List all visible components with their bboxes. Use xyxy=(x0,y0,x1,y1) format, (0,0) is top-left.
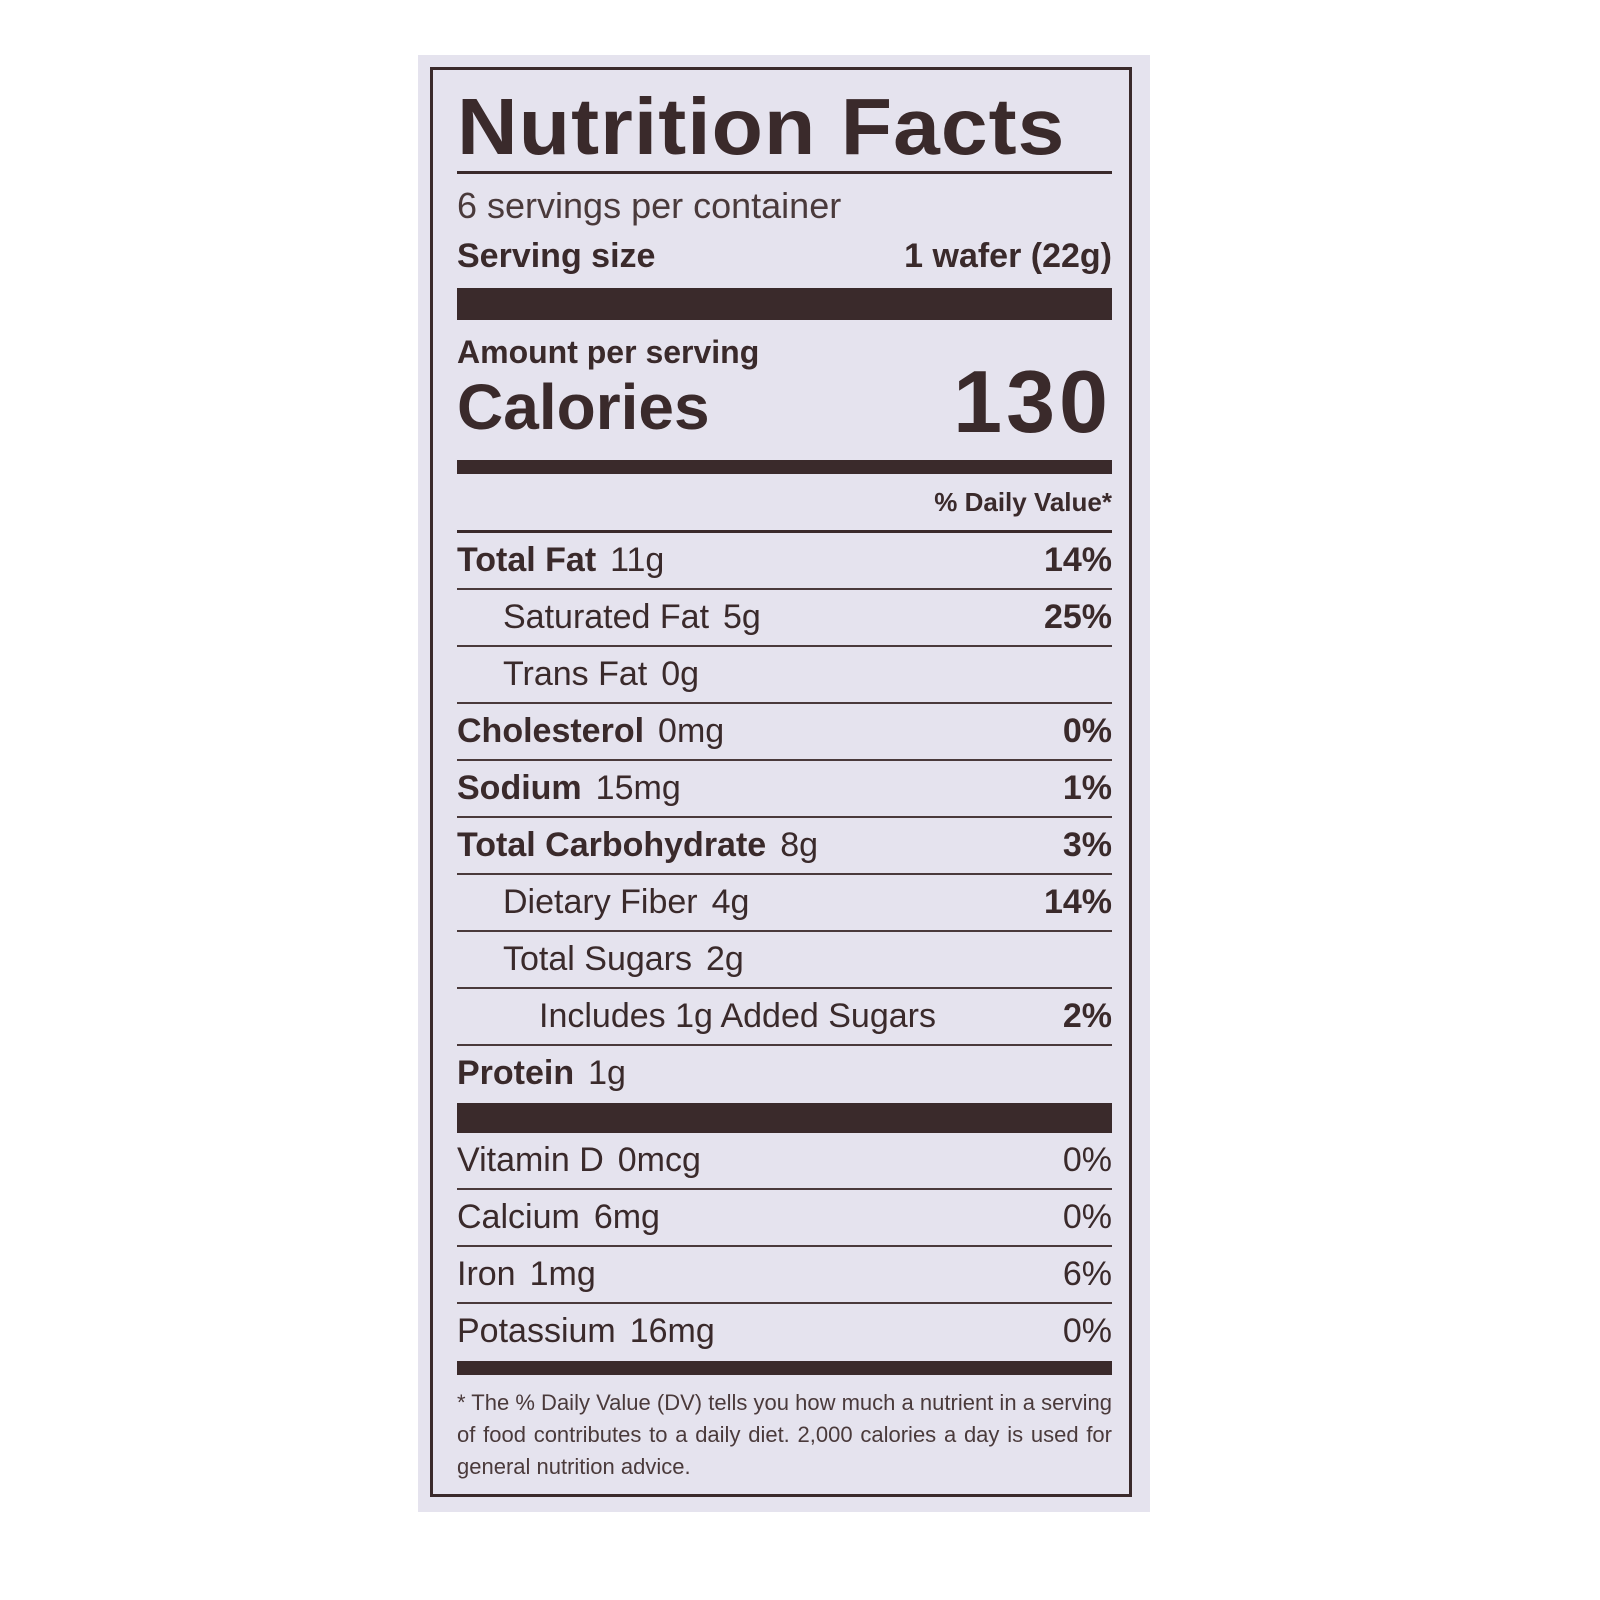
nutrient-name: Sodium 15mg xyxy=(457,769,681,808)
nutrient-row: Dietary Fiber 4g 14% xyxy=(457,873,1112,930)
medium-divider xyxy=(457,460,1112,474)
vitamin-amount: 6mg xyxy=(593,1198,660,1236)
label-title: Nutrition Facts xyxy=(457,82,1066,171)
footnote: * The % Daily Value (DV) tells you how m… xyxy=(457,1390,1112,1479)
nutrient-label: Total Fat xyxy=(457,541,597,579)
nutrient-amount: 0mg xyxy=(658,712,725,750)
vitamin-daily-value: 0% xyxy=(1062,1141,1112,1179)
nutrient-name: Includes 1g Added Sugars xyxy=(457,997,950,1036)
vitamin-name: Potassium 16mg xyxy=(457,1312,715,1351)
calories-value: 130 xyxy=(953,352,1112,451)
nutrient-amount: 0g xyxy=(661,655,700,693)
vitamin-amount: 0mcg xyxy=(617,1141,701,1179)
nutrient-amount: 2g xyxy=(706,940,744,978)
nutrient-label: Includes 1g Added Sugars xyxy=(539,997,936,1035)
serving-size-value: 1 wafer (22g) xyxy=(904,237,1112,275)
nutrient-name: Total Carbohydrate 8g xyxy=(457,826,818,865)
nutrient-row: Total Fat 11g 14% xyxy=(457,530,1112,588)
nutrient-daily-value: 1% xyxy=(1062,769,1112,807)
vitamin-row: Vitamin D 0mcg 0% xyxy=(457,1133,1112,1188)
nutrient-row: Trans Fat 0g xyxy=(457,645,1112,702)
nutrient-label: Cholesterol xyxy=(457,712,645,750)
nutrient-row: Includes 1g Added Sugars 2% xyxy=(457,987,1112,1044)
divider xyxy=(457,171,1112,174)
nutrient-row: Cholesterol 0mg 0% xyxy=(457,702,1112,759)
vitamin-row: Iron 1mg 6% xyxy=(457,1245,1112,1302)
nutrient-daily-value: 25% xyxy=(1043,598,1112,636)
nutrient-list: Total Fat 11g 14% Saturated Fat 5g 25% Trans F… xyxy=(457,530,1112,1101)
nutrient-name: Total Fat 11g xyxy=(457,541,664,580)
nutrient-daily-value: 3% xyxy=(1062,826,1112,864)
vitamin-amount: 1mg xyxy=(529,1255,596,1293)
serving-size: Serving size 1 wafer (22g) xyxy=(457,236,1112,280)
nutrient-daily-value: 14% xyxy=(1043,883,1112,921)
vitamin-name: Vitamin D 0mcg xyxy=(457,1141,701,1180)
nutrient-daily-value: 2% xyxy=(1062,997,1112,1035)
nutrient-label: Total Sugars xyxy=(503,940,692,978)
vitamin-row: Potassium 16mg 0% xyxy=(457,1302,1112,1359)
vitamin-row: Calcium 6mg 0% xyxy=(457,1188,1112,1245)
nutrient-daily-value: 0% xyxy=(1062,712,1112,750)
nutrient-amount: 1g xyxy=(588,1054,626,1092)
servings-per-container: 6 servings per container xyxy=(457,185,842,226)
nutrient-row: Saturated Fat 5g 25% xyxy=(457,588,1112,645)
vitamin-daily-value: 0% xyxy=(1062,1198,1112,1236)
nutrient-label: Dietary Fiber xyxy=(503,883,698,921)
nutrient-amount: 11g xyxy=(610,541,665,579)
nutrient-name: Total Sugars 2g xyxy=(457,940,744,979)
amount-per-serving: Amount per serving xyxy=(457,334,760,370)
vitamin-amount: 16mg xyxy=(629,1312,715,1350)
vitamin-name: Calcium 6mg xyxy=(457,1198,660,1237)
nutrient-label: Trans Fat xyxy=(503,655,648,693)
daily-value-header: % Daily Value* xyxy=(934,487,1112,517)
nutrient-name: Cholesterol 0mg xyxy=(457,712,724,751)
nutrient-row: Protein 1g xyxy=(457,1044,1112,1101)
vitamin-label: Vitamin D xyxy=(457,1141,604,1179)
nutrient-row: Sodium 15mg 1% xyxy=(457,759,1112,816)
nutrient-amount: 8g xyxy=(780,826,819,864)
nutrient-name: Dietary Fiber 4g xyxy=(457,883,749,922)
medium-divider xyxy=(457,1361,1112,1375)
nutrient-label: Saturated Fat xyxy=(503,598,710,636)
label-border xyxy=(430,67,1132,1497)
nutrient-label: Sodium xyxy=(457,769,582,807)
vitamin-label: Calcium xyxy=(457,1198,580,1236)
vitamin-name: Iron 1mg xyxy=(457,1255,596,1294)
thick-divider xyxy=(457,288,1112,320)
nutrient-amount: 15mg xyxy=(595,769,681,807)
nutrient-amount: 4g xyxy=(711,883,750,921)
nutrient-name: Protein 1g xyxy=(457,1054,626,1093)
vitamin-daily-value: 0% xyxy=(1062,1312,1112,1350)
vitamin-label: Potassium xyxy=(457,1312,616,1350)
nutrient-row: Total Carbohydrate 8g 3% xyxy=(457,816,1112,873)
vitamin-label: Iron xyxy=(457,1255,516,1293)
nutrient-row: Total Sugars 2g xyxy=(457,930,1112,987)
vitamin-list: Vitamin D 0mcg 0% Calcium 6mg 0% Iron 1mg 6% Pota… xyxy=(457,1133,1112,1359)
nutrient-name: Trans Fat 0g xyxy=(457,655,699,694)
thick-divider xyxy=(457,1103,1112,1133)
serving-size-label: Serving size xyxy=(457,237,656,275)
calories-label: Calories xyxy=(457,371,710,443)
vitamin-daily-value: 6% xyxy=(1062,1255,1112,1293)
nutrient-amount: 5g xyxy=(723,598,761,636)
nutrient-daily-value: 14% xyxy=(1043,541,1112,579)
nutrient-name: Saturated Fat 5g xyxy=(457,598,761,637)
nutrient-label: Total Carbohydrate xyxy=(457,826,767,864)
nutrient-label: Protein xyxy=(457,1054,575,1092)
calories-row: Calories 130 xyxy=(457,358,1112,446)
nutrition-label: Nutrition Facts 6 servings per container… xyxy=(418,55,1150,1512)
